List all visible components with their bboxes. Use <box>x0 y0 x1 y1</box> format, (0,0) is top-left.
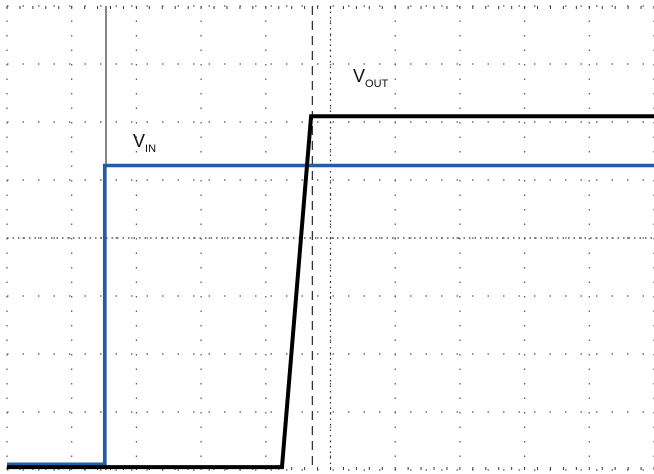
vout-label: VOUT <box>353 66 389 90</box>
